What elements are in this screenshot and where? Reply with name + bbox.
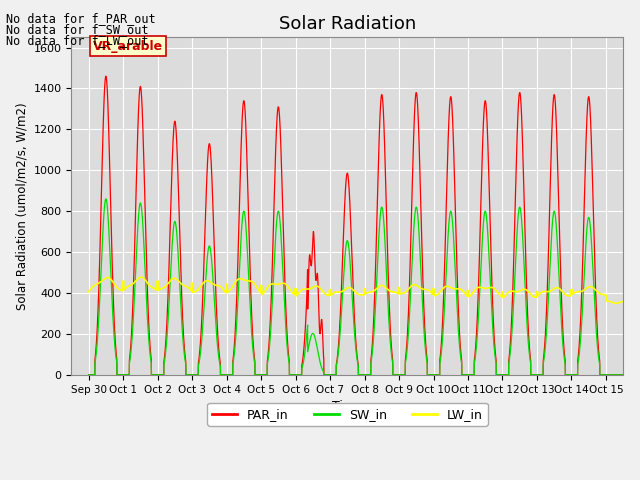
Y-axis label: Solar Radiation (umol/m2/s, W/m2): Solar Radiation (umol/m2/s, W/m2) <box>15 102 28 310</box>
Legend: PAR_in, SW_in, LW_in: PAR_in, SW_in, LW_in <box>207 403 488 426</box>
Text: No data for f_PAR_out: No data for f_PAR_out <box>6 12 156 25</box>
Text: No data for f_LW_out: No data for f_LW_out <box>6 34 149 47</box>
Text: VR_arable: VR_arable <box>93 40 163 53</box>
X-axis label: Time: Time <box>332 400 363 413</box>
Title: Solar Radiation: Solar Radiation <box>278 15 416 33</box>
Text: No data for f_SW_out: No data for f_SW_out <box>6 23 149 36</box>
